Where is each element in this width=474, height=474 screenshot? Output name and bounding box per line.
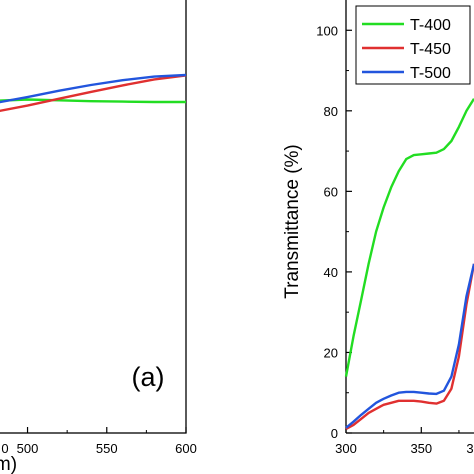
y-tick-label: 100 <box>316 23 338 38</box>
y-tick-label: 40 <box>324 265 338 280</box>
y-tick-label: 80 <box>324 104 338 119</box>
x-tick-label: 500 <box>17 441 39 456</box>
series-line-t-500 <box>0 73 187 104</box>
x-tick-label: 300 <box>335 441 357 456</box>
legend-label: T-500 <box>410 65 451 82</box>
legend-label: T-450 <box>410 41 451 58</box>
x-tick-label: 600 <box>175 441 197 456</box>
panel-a: 500 550 600 0m) (a) <box>0 0 197 474</box>
x-tick-label: 350 <box>410 441 432 456</box>
plot-frame <box>0 0 187 434</box>
panel-b: 0 20 40 60 80 100 300 350 3 Transmittance (%) T-40… <box>282 0 474 456</box>
x-tick-label-partial: 0 <box>1 441 8 456</box>
x-tick-label-partial: 3 <box>466 441 473 456</box>
y-tick-label: 20 <box>324 345 338 360</box>
y-tick-label: 0 <box>331 426 338 441</box>
legend-label: T-400 <box>410 17 451 34</box>
series-line-t-400 <box>0 98 186 104</box>
y-tick-label: 60 <box>324 184 338 199</box>
series-line-t-450 <box>0 74 187 113</box>
series-line-t-400 <box>344 98 474 377</box>
y-axis-title: Transmittance (%) <box>282 144 303 299</box>
x-axis-title: m) <box>0 454 17 474</box>
series-line-t-500 <box>345 263 474 429</box>
x-tick-label: 550 <box>96 441 118 456</box>
panel-label: (a) <box>132 362 165 392</box>
legend: T-400 T-450 T-500 <box>355 5 471 85</box>
series-line-t-450 <box>345 263 474 431</box>
